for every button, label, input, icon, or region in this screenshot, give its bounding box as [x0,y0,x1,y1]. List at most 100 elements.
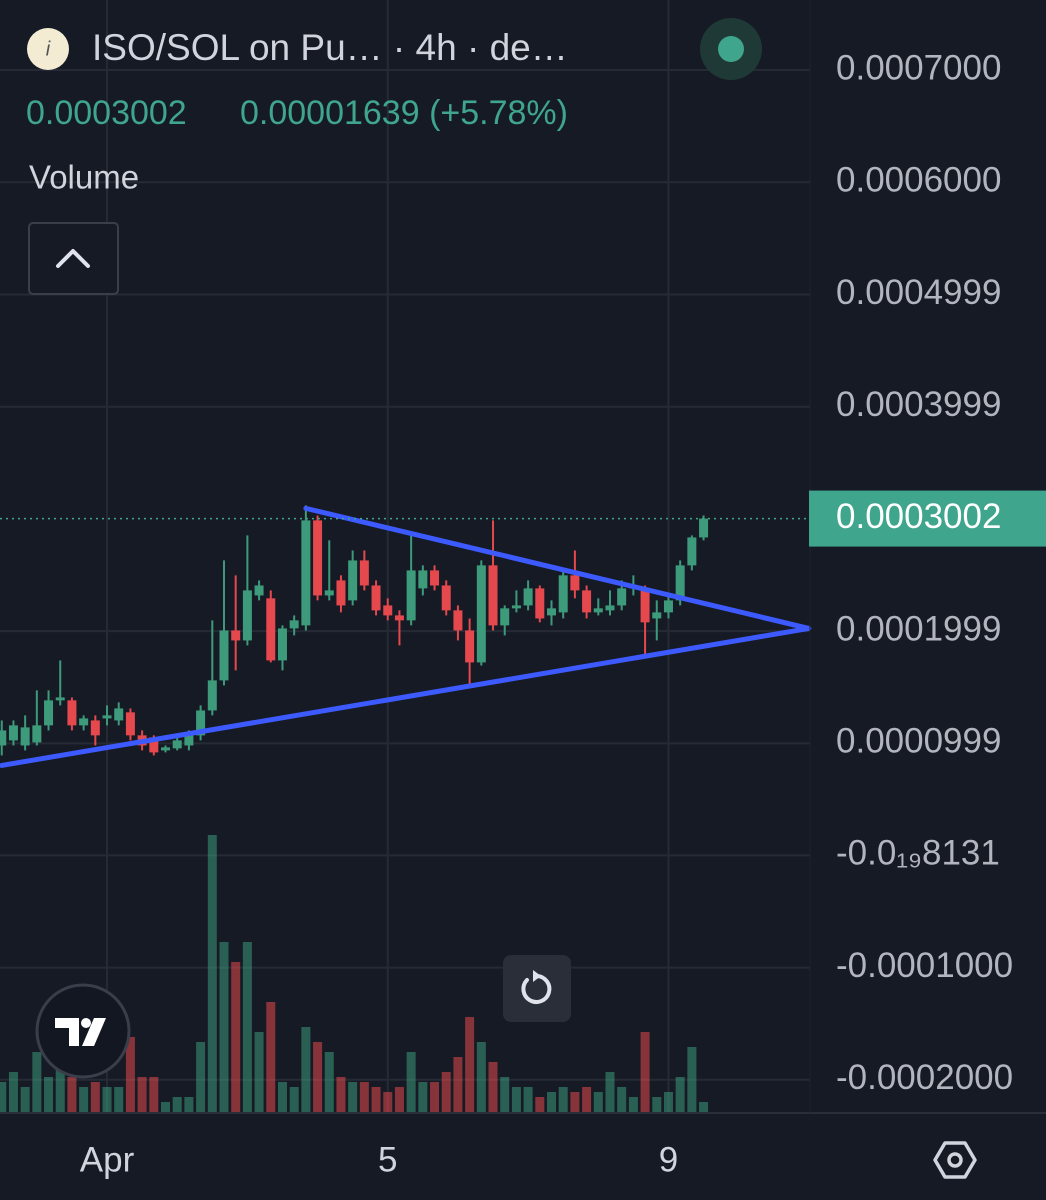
volume-bar [476,1042,486,1112]
y-tick-label: 0.0006000 [836,160,1001,199]
candle-body [0,730,7,746]
candle-body [699,518,709,538]
candle-body [547,608,557,616]
candle-body [102,715,112,719]
volume-bar [254,1032,264,1112]
candle-layer [0,505,709,756]
candle-body [172,740,182,749]
candle-body [675,565,685,601]
candle-body [359,560,369,586]
candle-body [20,727,30,746]
candle-body [453,610,463,631]
volume-bar [79,1087,89,1112]
volume-bar [231,962,241,1112]
volume-bar [161,1102,171,1112]
candle-body [383,605,393,616]
volume-bar [383,1092,393,1112]
reset-button[interactable] [503,955,571,1022]
y-tick-label: 0.0000999 [836,722,1001,761]
candle-body [476,565,486,663]
volume-bar [406,1052,416,1112]
collapse-chevron [56,249,90,268]
candle-body [430,570,440,586]
candle-body [582,590,592,613]
candle-body [617,588,627,606]
volume-bar [500,1077,510,1112]
candle-body [535,588,545,619]
volume-bar [687,1047,697,1112]
tv-logo[interactable] [35,983,131,1079]
candle-body [55,697,65,701]
settings-icon-center [947,1152,963,1168]
symbol-icon-glyph: i [46,38,51,60]
tv-logo-dot [81,1018,91,1028]
collapse-button[interactable] [28,222,119,295]
trendline [303,505,812,631]
y-tick-label: 0.0001999 [836,609,1001,648]
volume-bar [0,1082,7,1112]
volume-bar [242,942,252,1112]
volume-bar [67,1077,77,1112]
volume-bar [196,1042,206,1112]
volume-bar [418,1082,428,1112]
candle-body [266,598,276,661]
symbol-icon[interactable] [27,28,69,70]
candle-body [687,537,697,566]
candle-body [441,585,451,611]
volume-bar [313,1042,323,1112]
status-dot [718,36,744,62]
candle-body [196,710,206,736]
volume-bar [8,1072,18,1112]
candle-body [348,560,358,601]
candle-body [79,718,89,726]
x-tick-label: Apr [80,1140,135,1179]
volume-bar [605,1072,615,1112]
volume-bar [301,1027,311,1112]
volume-bar [547,1092,557,1112]
candle-body [324,590,334,596]
volume-bar [172,1097,182,1112]
candle-body [67,700,77,726]
settings-icon[interactable] [933,1141,977,1179]
chart-title[interactable]: ISO/SOL on Pu… · 4h · de… [92,27,568,68]
candle-body [301,520,311,626]
volume-legend: Volume [29,159,139,196]
volume-bar [184,1097,194,1112]
tv-logo-glyph [55,1018,106,1046]
candle-body [32,725,42,743]
candle-body [242,590,252,641]
candle-body [207,680,217,711]
volume-bar [20,1087,30,1112]
candle-body [652,612,662,619]
y-tick-label: 0.0004999 [836,273,1001,312]
volume-bar [114,1087,124,1112]
volume-bar [32,1052,42,1112]
candle-body [605,605,615,611]
trendline [0,625,812,768]
candle-body [254,585,264,596]
volume-bar [523,1087,533,1112]
volume-bar [488,1062,498,1112]
volume-bar [441,1072,451,1112]
volume-bar [371,1087,381,1112]
candle-body [593,608,603,613]
volume-bar [465,1017,475,1112]
candle-body [184,735,194,746]
candle-body [663,600,673,613]
candle-body [523,588,533,606]
candle-body [231,630,241,641]
volume-bar [511,1087,521,1112]
candle-body [336,580,346,606]
volume-bar [570,1092,580,1112]
y-tick-label: -0.0₁₉8131 [836,834,1000,873]
volume-bar [652,1097,662,1112]
volume-bar [699,1102,709,1112]
last-price-tag [809,490,1046,547]
header-change: 0.00001639 (+5.78%) [240,94,568,132]
last-price-label: 0.0003002 [836,497,1001,536]
overlay-layer [0,505,812,768]
candle-body [313,520,323,596]
grid [0,0,810,1112]
